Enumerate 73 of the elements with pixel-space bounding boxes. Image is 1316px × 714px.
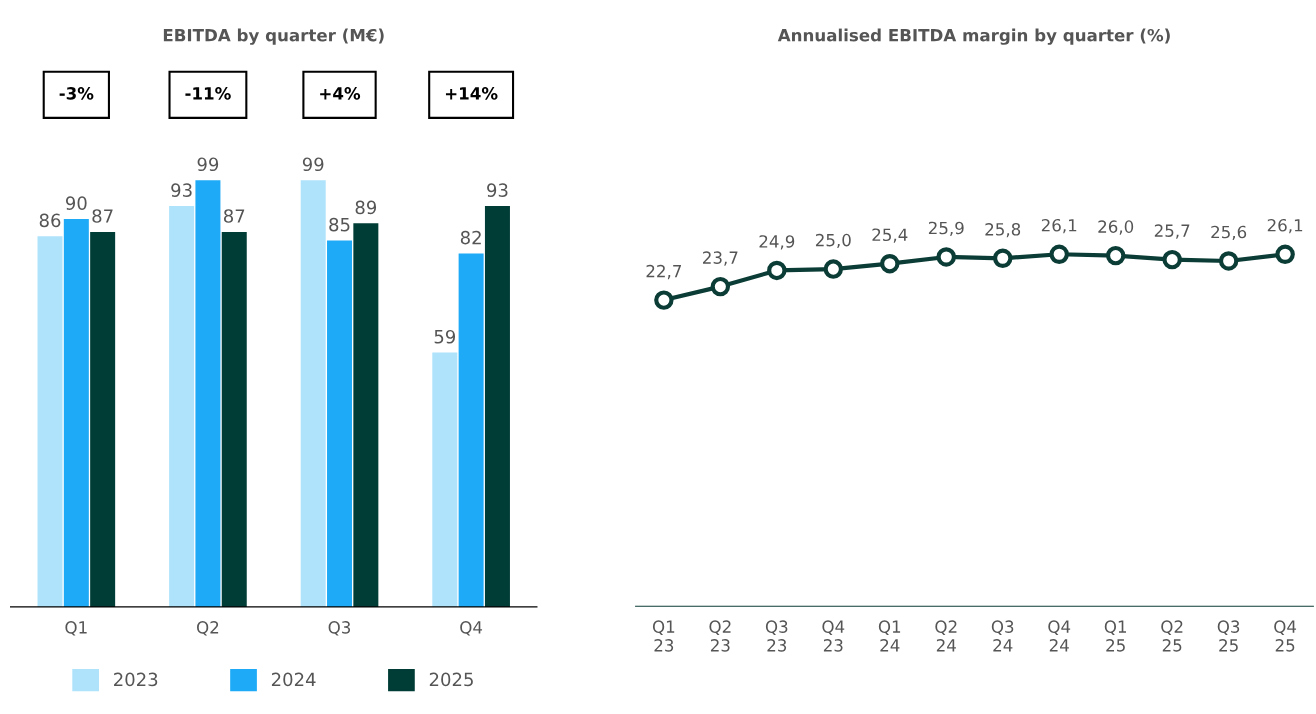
data-label: 93 bbox=[171, 183, 192, 197]
data-label: 26,1 bbox=[1041, 218, 1077, 234]
legend-label: 2024 bbox=[271, 672, 316, 687]
data-label: 25,6 bbox=[1211, 225, 1247, 241]
data-label: 99 bbox=[197, 157, 219, 172]
bar bbox=[37, 236, 63, 607]
point bbox=[1218, 251, 1239, 271]
point bbox=[993, 248, 1013, 269]
point bbox=[936, 247, 956, 267]
bar bbox=[221, 231, 247, 607]
data-label: 25,7 bbox=[1154, 224, 1190, 239]
chart-title: EBITDA by quarter (M€) bbox=[163, 28, 384, 45]
data-label: 24,9 bbox=[759, 235, 795, 250]
point bbox=[767, 260, 787, 281]
text: +4% bbox=[320, 87, 361, 100]
x-tick-label: Q2 23 bbox=[709, 620, 731, 652]
data-label: 99 bbox=[302, 157, 324, 172]
data-label: 85 bbox=[329, 217, 350, 232]
text: +14% bbox=[445, 87, 498, 100]
bar bbox=[169, 206, 195, 607]
bar bbox=[432, 352, 458, 607]
point bbox=[880, 253, 900, 274]
text: -3% bbox=[59, 87, 94, 100]
x-tick-label: Q2 bbox=[197, 621, 219, 636]
x-tick-label: Q1 23 bbox=[652, 620, 675, 652]
x-tick-label: Q3 24 bbox=[991, 620, 1014, 652]
data-label: 22,7 bbox=[646, 264, 681, 280]
point bbox=[654, 290, 674, 310]
bar bbox=[327, 240, 353, 607]
data-label: 90 bbox=[65, 196, 87, 210]
data-label: 89 bbox=[355, 200, 377, 215]
data-label: 25,0 bbox=[815, 233, 851, 249]
x-tick-label: Q2 25 bbox=[1161, 620, 1183, 652]
data-label: 82 bbox=[460, 230, 481, 245]
x-tick-label: Q1 bbox=[65, 621, 87, 636]
x-tick-label: Q1 25 bbox=[1104, 620, 1127, 652]
data-label: 25,9 bbox=[928, 221, 964, 236]
data-label: 87 bbox=[223, 209, 245, 223]
point bbox=[1162, 249, 1182, 270]
x-tick-label: Q4 25 bbox=[1274, 620, 1297, 652]
data-label: 25,4 bbox=[872, 228, 908, 243]
legend-label: 2023 bbox=[114, 672, 158, 687]
legend-label: 2025 bbox=[429, 672, 473, 687]
x-tick-label: Q2 24 bbox=[935, 620, 957, 652]
text: -11% bbox=[185, 87, 231, 100]
x-tick-label: Q4 bbox=[460, 621, 483, 636]
point bbox=[1275, 244, 1295, 264]
data-label: 59 bbox=[434, 329, 456, 344]
point bbox=[1049, 244, 1069, 264]
bar bbox=[195, 180, 221, 607]
point bbox=[710, 276, 731, 297]
bar bbox=[300, 180, 326, 607]
bar bbox=[90, 231, 116, 607]
data-label: 26,0 bbox=[1098, 220, 1134, 235]
data-label: 87 bbox=[92, 209, 113, 223]
bar bbox=[353, 223, 379, 607]
x-tick-label: Q1 24 bbox=[878, 620, 901, 652]
data-label: 25,8 bbox=[985, 223, 1021, 238]
x-tick-label: Q4 23 bbox=[822, 620, 845, 652]
x-tick-label: Q4 24 bbox=[1048, 620, 1071, 652]
bar bbox=[484, 206, 510, 607]
point bbox=[823, 259, 844, 279]
data-label: 93 bbox=[487, 183, 508, 197]
point bbox=[1105, 245, 1126, 266]
bar bbox=[458, 253, 484, 607]
bar bbox=[63, 218, 89, 607]
data-label: 23,7 bbox=[703, 251, 738, 266]
chart-title: Annualised EBITDA margin by quarter (%) bbox=[777, 28, 1170, 45]
x-tick-label: Q3 25 bbox=[1217, 620, 1240, 652]
x-tick-label: Q3 23 bbox=[765, 620, 788, 652]
data-label: 26,1 bbox=[1267, 218, 1303, 234]
x-tick-label: Q3 bbox=[328, 621, 351, 636]
data-label: 86 bbox=[39, 213, 61, 228]
